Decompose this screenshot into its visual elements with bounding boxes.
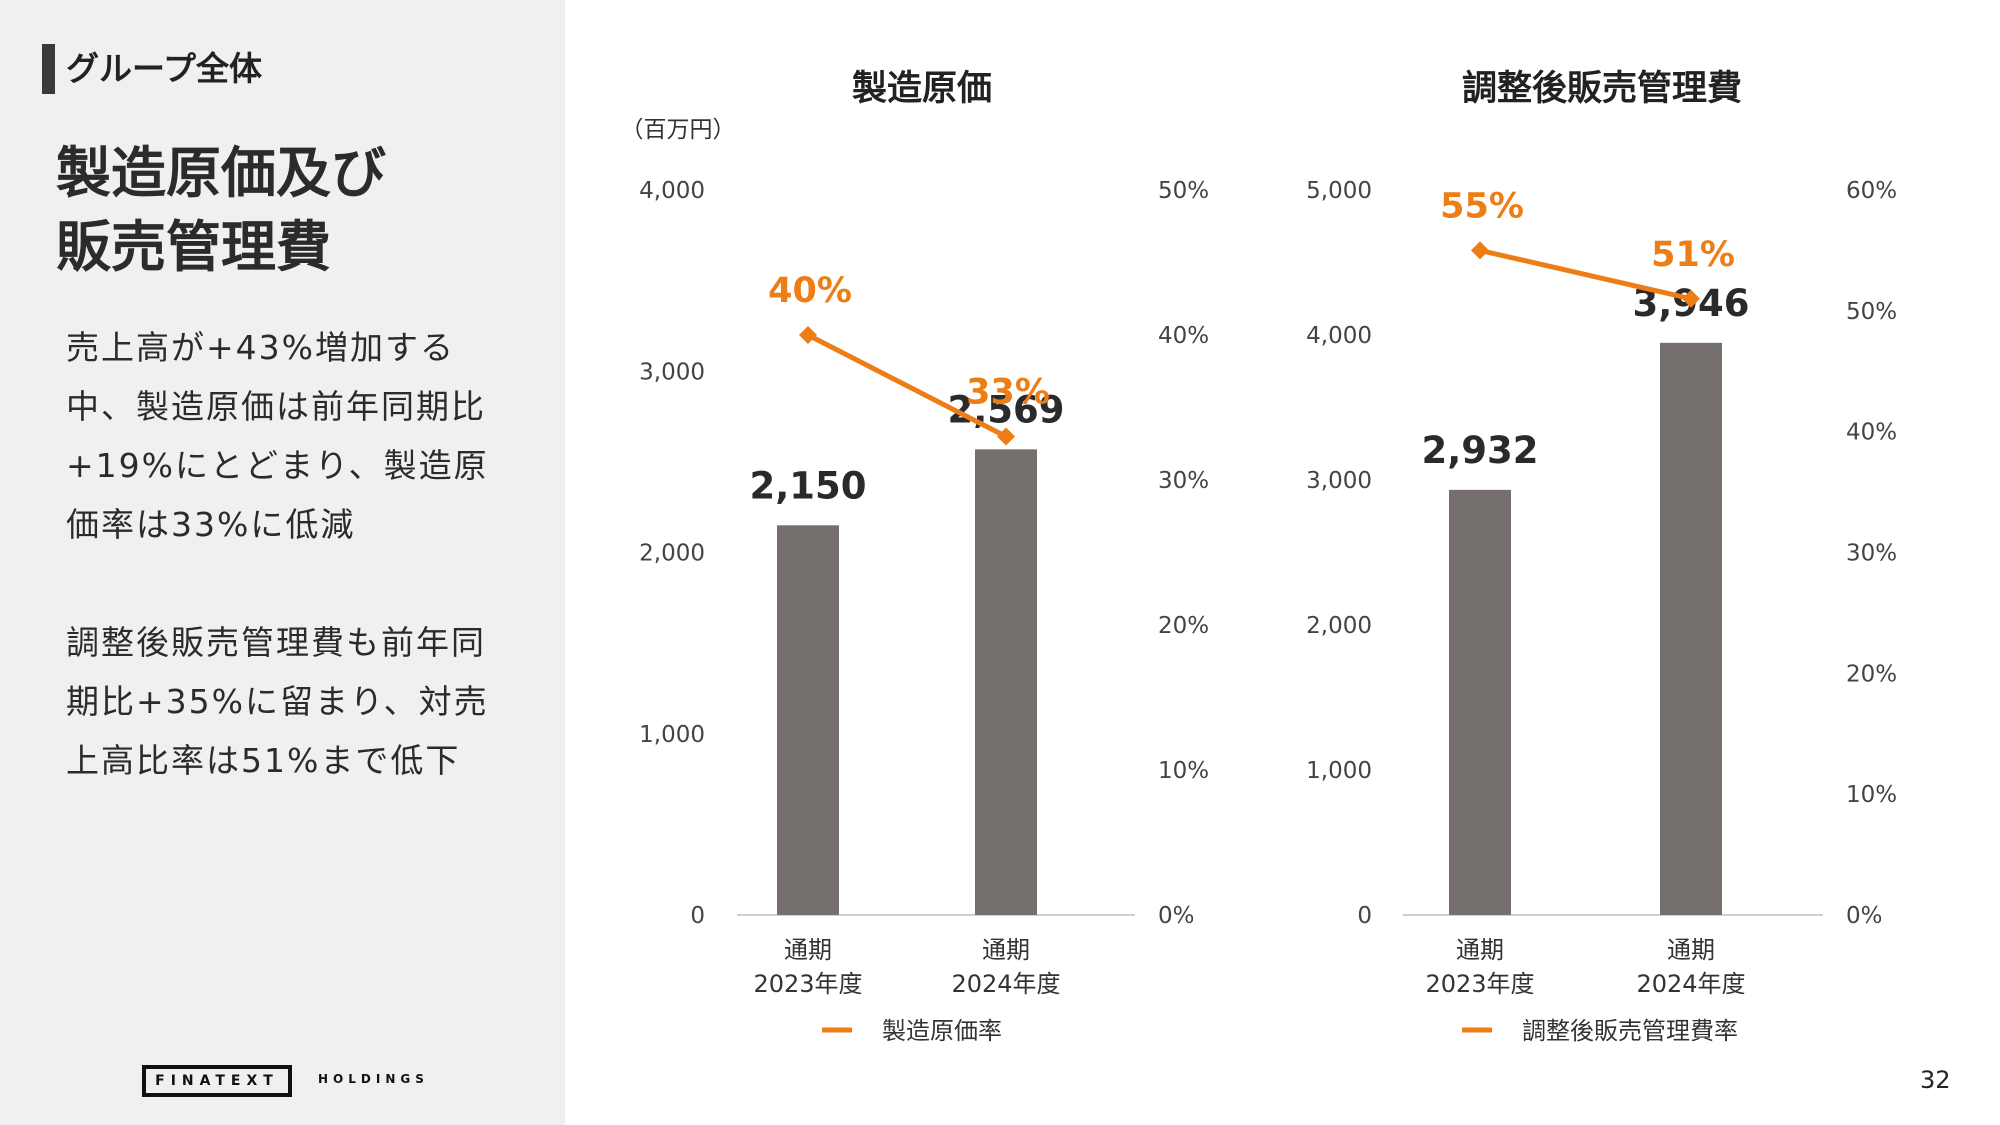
cost-category-label: 2024年度: [951, 970, 1060, 998]
cost-y-tick: 4,000: [639, 178, 705, 204]
sga-bar: [1449, 489, 1511, 915]
cost-y-tick: 3,000: [639, 359, 705, 385]
sga-bar: [1660, 342, 1722, 916]
summary-paragraph-cost: 売上高が+43%増加する中、製造原価は前年同期比+19%にとどまり、製造原価率は…: [66, 328, 489, 544]
cost-y-tick: 2,000: [639, 541, 705, 567]
company-logo: FINATEXT: [142, 1065, 292, 1097]
sga-chart-title: 調整後販売管理費: [1462, 69, 1742, 109]
cost-y2-tick: 10%: [1158, 758, 1209, 784]
sga-category-label: 2023年度: [1425, 970, 1534, 998]
cost-category-label: 通期: [784, 936, 832, 964]
cost-chart-title: 製造原価: [852, 69, 992, 109]
sga-y2-tick: 40%: [1846, 420, 1897, 446]
page-title-line1: 製造原価及び: [56, 141, 387, 205]
cost-bar: [777, 525, 839, 915]
sga-y-tick: 3,000: [1306, 468, 1372, 494]
cost-category-label: 通期: [982, 936, 1030, 964]
cost-y-tick: 0: [690, 903, 705, 929]
cost-rate-label: 33%: [966, 373, 1050, 413]
cost-y2-tick: 20%: [1158, 613, 1209, 639]
sga-y-tick: 5,000: [1306, 178, 1372, 204]
cost-rate-line: [806, 332, 1008, 439]
sga-y-tick: 1,000: [1306, 758, 1372, 784]
sga-y2-tick: 10%: [1846, 782, 1897, 808]
sga-y-tick: 4,000: [1306, 323, 1372, 349]
sga-y2-tick: 20%: [1846, 661, 1897, 687]
cost-rate-point: [997, 427, 1015, 446]
sga-y2-tick: 50%: [1846, 299, 1897, 325]
section-label: グループ全体: [66, 49, 263, 88]
page-title: 製造原価及び 販売管理費: [56, 136, 386, 284]
summary-text: 売上高が+43%増加する中、製造原価は前年同期比+19%にとどまり、製造原価率は…: [66, 318, 506, 849]
cost-category-label: 2023年度: [753, 970, 862, 998]
company-logo-sub: HOLDINGS: [318, 1072, 429, 1086]
sga-rate-line: [1479, 247, 1692, 302]
sga-category-label: 通期: [1456, 936, 1504, 964]
cost-y2-tick: 30%: [1158, 468, 1209, 494]
cost-y2-tick: 40%: [1158, 323, 1209, 349]
section-marker: [42, 44, 55, 94]
sga-y2-tick: 60%: [1846, 178, 1897, 204]
cost-y-tick: 1,000: [639, 722, 705, 748]
cost-unit-label: （百万円）: [621, 117, 736, 143]
cost-y2-tick: 0%: [1158, 903, 1195, 929]
cost-rate-point: [799, 326, 817, 344]
sga-legend-label: 調整後販売管理費率: [1522, 1017, 1738, 1045]
page-number: 32: [1920, 1066, 1951, 1094]
sga-y-tick: 2,000: [1306, 613, 1372, 639]
sga-y2-tick: 30%: [1846, 541, 1897, 567]
sga-rate-label: 55%: [1440, 186, 1524, 226]
cost-bar: [975, 449, 1037, 915]
sga-rate-point: [1471, 241, 1489, 260]
cost-legend-label: 製造原価率: [882, 1017, 1002, 1045]
sga-y2-tick: 0%: [1846, 903, 1883, 929]
page-title-line2: 販売管理費: [56, 215, 332, 279]
sga-rate-point: [1682, 289, 1700, 308]
left-panel: グループ全体 製造原価及び 販売管理費 売上高が+43%増加する中、製造原価は前…: [0, 0, 565, 1125]
sga-rate-label: 51%: [1651, 235, 1735, 275]
summary-paragraph-sga: 調整後販売管理費も前年同期比+35%に留まり、対売上高比率は51%まで低下: [66, 623, 489, 780]
cost-bar-label: 2,150: [749, 464, 866, 507]
sga-y-tick: 0: [1357, 903, 1372, 929]
cost-bar-label: 2,569: [947, 388, 1064, 431]
sga-category-label: 2024年度: [1636, 970, 1745, 998]
cost-y2-tick: 50%: [1158, 178, 1209, 204]
sga-category-label: 通期: [1667, 936, 1715, 964]
cost-rate-label: 40%: [768, 271, 852, 311]
sga-bar-label: 2,932: [1421, 429, 1538, 472]
